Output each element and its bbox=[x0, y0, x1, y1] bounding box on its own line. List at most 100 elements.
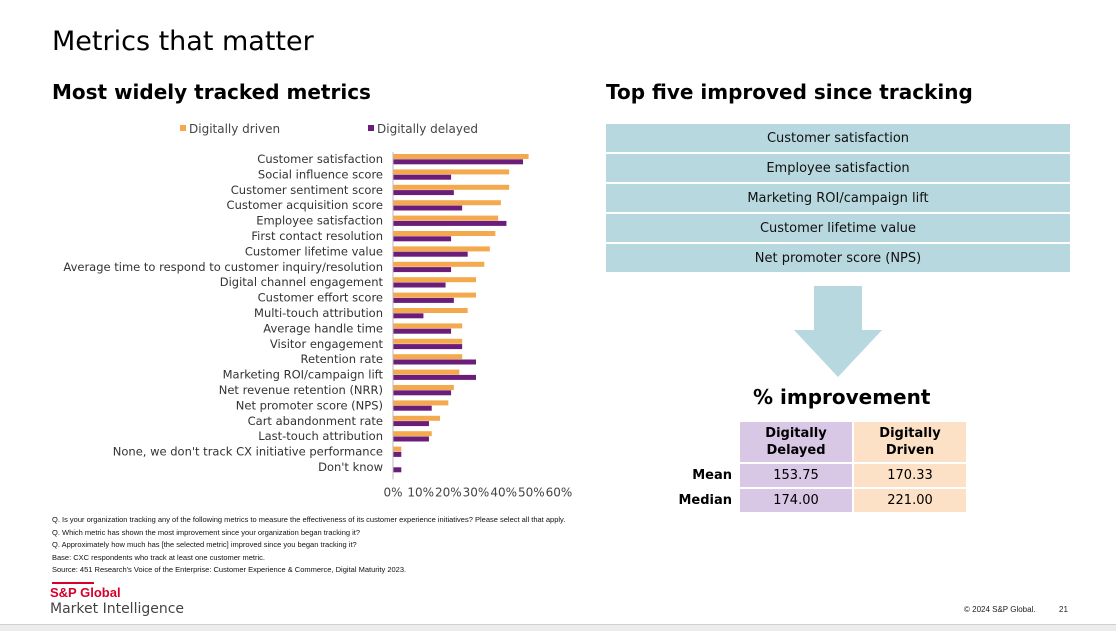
category-label: Average time to respond to customer inqu… bbox=[63, 260, 383, 274]
top-five-item: Marketing ROI/campaign lift bbox=[606, 184, 1070, 212]
bar bbox=[393, 297, 454, 303]
bar bbox=[393, 154, 529, 159]
x-tick-label: 10% bbox=[407, 485, 434, 499]
bottom-strip bbox=[0, 624, 1116, 631]
category-label: Customer lifetime value bbox=[245, 244, 383, 258]
bar bbox=[393, 354, 463, 360]
category-label: Multi-touch attribution bbox=[254, 306, 383, 320]
copyright: © 2024 S&P Global. bbox=[964, 605, 1036, 614]
down-arrow-icon bbox=[794, 286, 882, 377]
top-five-item: Net promoter score (NPS) bbox=[606, 244, 1070, 272]
bar bbox=[393, 313, 424, 319]
bar bbox=[393, 292, 476, 298]
bar bbox=[393, 190, 454, 196]
category-label: Average handle time bbox=[263, 321, 383, 335]
tracked-metrics-chart: Digitally driven Digitally delayed Custome… bbox=[63, 122, 573, 499]
header-digitally-delayed: Digitally Delayed bbox=[740, 422, 852, 462]
bar bbox=[393, 338, 463, 344]
category-label: Net revenue retention (NRR) bbox=[219, 383, 383, 397]
bar bbox=[393, 169, 510, 175]
category-label: Customer satisfaction bbox=[257, 152, 383, 166]
improvement-table: Digitally Delayed Digitally Driven Mean … bbox=[666, 420, 968, 514]
category-label: Don't know bbox=[318, 460, 383, 474]
footnote: Q. Approximately how much has [the selec… bbox=[52, 540, 357, 549]
mean-driven-value: 170.33 bbox=[854, 464, 966, 487]
x-tick-label: 20% bbox=[435, 485, 462, 499]
legend-label: Digitally driven bbox=[189, 122, 280, 136]
bar bbox=[393, 220, 507, 226]
category-label: Employee satisfaction bbox=[256, 214, 383, 228]
bar bbox=[393, 215, 499, 221]
category-label: Net promoter score (NPS) bbox=[236, 398, 383, 412]
bar bbox=[393, 261, 485, 267]
median-delayed-value: 174.00 bbox=[740, 489, 852, 512]
bar bbox=[393, 374, 476, 380]
bar bbox=[393, 431, 432, 437]
top-five-item: Customer satisfaction bbox=[606, 124, 1070, 152]
category-label: None, we don't track CX initiative perfo… bbox=[113, 445, 383, 459]
legend-label: Digitally delayed bbox=[377, 122, 478, 136]
legend-swatch bbox=[368, 125, 374, 131]
bar bbox=[393, 323, 463, 329]
bar bbox=[393, 184, 510, 190]
bar bbox=[393, 405, 432, 411]
footnote: Q. Which metric has shown the most impro… bbox=[52, 527, 361, 537]
bar bbox=[393, 344, 463, 350]
logo-division: Market Intelligence bbox=[50, 601, 185, 617]
bar bbox=[393, 385, 454, 390]
row-label-mean: Mean bbox=[692, 468, 732, 483]
bar bbox=[393, 246, 490, 252]
bar bbox=[393, 369, 460, 375]
bar bbox=[393, 400, 449, 406]
top-five-item: Customer lifetime value bbox=[606, 214, 1070, 242]
bar bbox=[393, 446, 402, 452]
category-label: Last-touch attribution bbox=[258, 429, 383, 443]
bar bbox=[393, 159, 524, 165]
bar bbox=[393, 390, 452, 396]
top-five-list: Customer satisfaction Employee satisfact… bbox=[606, 124, 1070, 274]
median-driven-value: 221.00 bbox=[854, 489, 966, 512]
footnote: Q. Is your organization tracking any of … bbox=[52, 515, 566, 524]
chart-section-title: Most widely tracked metrics bbox=[52, 80, 371, 104]
category-label: Visitor engagement bbox=[270, 337, 384, 351]
top-five-title: Top five improved since tracking bbox=[606, 80, 973, 104]
bar bbox=[393, 267, 452, 273]
bar bbox=[393, 231, 496, 236]
category-label: Marketing ROI/campaign lift bbox=[223, 368, 384, 382]
page-title: Metrics that matter bbox=[52, 26, 314, 57]
bar bbox=[393, 467, 402, 473]
row-label-median: Median bbox=[678, 493, 732, 508]
bar bbox=[393, 282, 446, 288]
bar bbox=[393, 236, 452, 242]
logo-rule bbox=[52, 582, 94, 584]
bar bbox=[393, 436, 429, 442]
footnotes: Q. Is your organization tracking any of … bbox=[52, 514, 565, 577]
x-tick-label: 0% bbox=[383, 485, 402, 499]
category-label: Customer effort score bbox=[258, 291, 383, 305]
footnote: Base: CXC respondents who track at least… bbox=[52, 552, 266, 562]
category-label: Social influence score bbox=[258, 167, 383, 181]
category-label: Customer acquisition score bbox=[227, 198, 383, 212]
bar bbox=[393, 451, 402, 457]
logo-brand: S&P Global bbox=[50, 585, 121, 600]
bar bbox=[393, 328, 452, 334]
category-label: Retention rate bbox=[301, 352, 383, 366]
x-tick-label: 40% bbox=[490, 485, 517, 499]
bar bbox=[393, 308, 468, 313]
improvement-title: % improvement bbox=[753, 385, 931, 409]
mean-delayed-value: 153.75 bbox=[740, 464, 852, 487]
category-label: Digital channel engagement bbox=[220, 275, 384, 289]
bar bbox=[393, 174, 452, 180]
bar bbox=[393, 205, 463, 211]
footnote: Source: 451 Research's Voice of the Ente… bbox=[52, 565, 407, 574]
x-tick-label: 50% bbox=[518, 485, 545, 499]
bar bbox=[393, 421, 429, 427]
legend-swatch bbox=[180, 125, 186, 131]
page-number: 21 bbox=[1059, 605, 1068, 614]
x-tick-label: 60% bbox=[546, 485, 573, 499]
top-five-item: Employee satisfaction bbox=[606, 154, 1070, 182]
category-label: Cart abandonment rate bbox=[248, 414, 383, 428]
bar bbox=[393, 251, 468, 257]
bar bbox=[393, 359, 476, 365]
header-digitally-driven: Digitally Driven bbox=[854, 422, 966, 462]
